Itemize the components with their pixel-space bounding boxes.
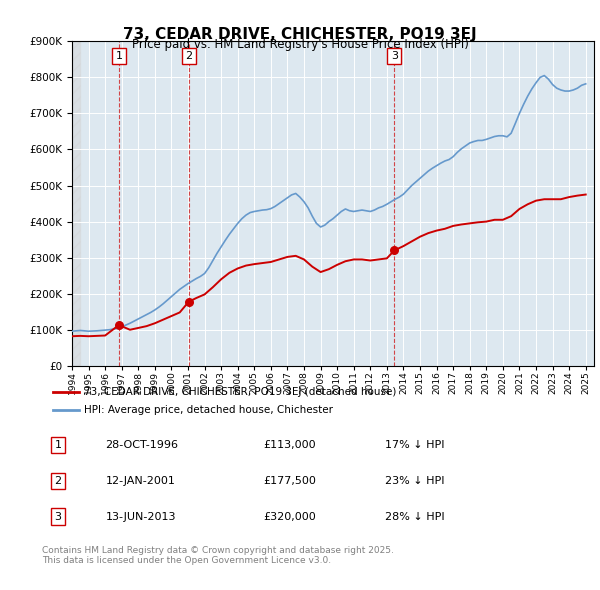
- Text: £177,500: £177,500: [264, 476, 317, 486]
- Text: 3: 3: [55, 512, 61, 522]
- Text: £320,000: £320,000: [264, 512, 317, 522]
- Text: 13-JUN-2013: 13-JUN-2013: [106, 512, 176, 522]
- Text: HPI: Average price, detached house, Chichester: HPI: Average price, detached house, Chic…: [84, 405, 333, 415]
- Point: [389, 245, 399, 255]
- Text: 3: 3: [391, 51, 398, 61]
- Text: 73, CEDAR DRIVE, CHICHESTER, PO19 3EJ (detached house): 73, CEDAR DRIVE, CHICHESTER, PO19 3EJ (d…: [84, 387, 397, 397]
- Text: 1: 1: [55, 440, 61, 450]
- Text: 12-JAN-2001: 12-JAN-2001: [106, 476, 175, 486]
- Text: Contains HM Land Registry data © Crown copyright and database right 2025.
This d: Contains HM Land Registry data © Crown c…: [42, 546, 394, 565]
- Text: 1: 1: [115, 51, 122, 61]
- Bar: [72, 41, 80, 366]
- Point: [184, 297, 193, 307]
- Text: 17% ↓ HPI: 17% ↓ HPI: [385, 440, 445, 450]
- Text: £113,000: £113,000: [264, 440, 316, 450]
- Text: Price paid vs. HM Land Registry's House Price Index (HPI): Price paid vs. HM Land Registry's House …: [131, 38, 469, 51]
- Text: 28% ↓ HPI: 28% ↓ HPI: [385, 512, 445, 522]
- Text: 28-OCT-1996: 28-OCT-1996: [106, 440, 178, 450]
- Text: 23% ↓ HPI: 23% ↓ HPI: [385, 476, 445, 486]
- Text: 2: 2: [54, 476, 61, 486]
- Text: 2: 2: [185, 51, 192, 61]
- Point: [114, 320, 124, 330]
- Text: 73, CEDAR DRIVE, CHICHESTER, PO19 3EJ: 73, CEDAR DRIVE, CHICHESTER, PO19 3EJ: [123, 27, 477, 41]
